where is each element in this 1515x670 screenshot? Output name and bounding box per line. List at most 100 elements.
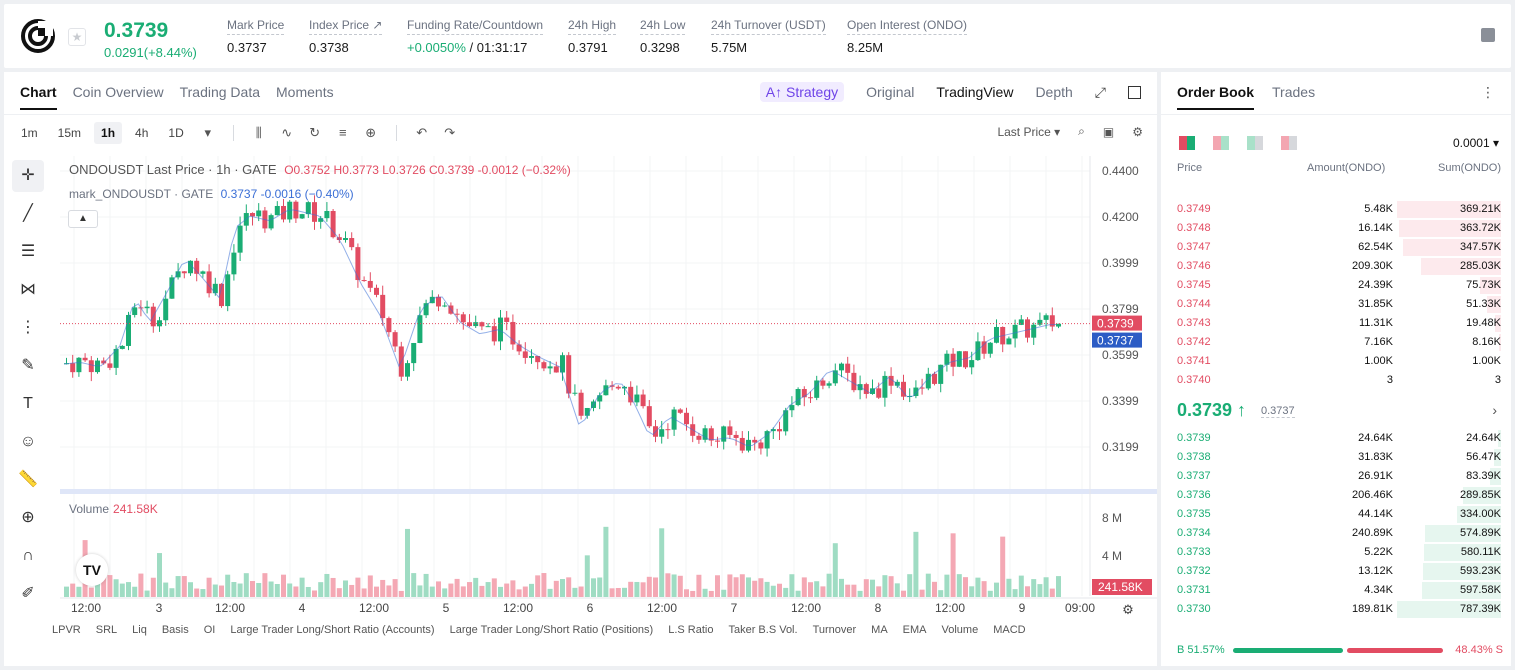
ask-row[interactable]: 0.3745 24.39K 75.73K xyxy=(1161,276,1511,295)
indicator-item[interactable]: Basis xyxy=(161,624,189,636)
expand-icon[interactable]: ⤢ xyxy=(1094,83,1106,100)
book-icon[interactable] xyxy=(1481,28,1495,42)
more-icon[interactable]: ⋮ xyxy=(1481,84,1495,100)
fullscreen-icon[interactable] xyxy=(1128,85,1141,99)
tab-depth[interactable]: Depth xyxy=(1035,84,1073,100)
bid-row[interactable]: 0.3730 189.81K 787.39K xyxy=(1161,600,1511,619)
timeframe-1h[interactable]: 1h xyxy=(94,122,123,144)
indicator-item[interactable]: MA xyxy=(871,624,888,636)
indicator-item[interactable]: SRL xyxy=(95,624,118,636)
emoji-icon[interactable]: ☺ xyxy=(19,433,37,450)
bid-row[interactable]: 0.3731 4.34K 597.58K xyxy=(1161,581,1511,600)
view-both-icon[interactable] xyxy=(1179,136,1195,150)
camera-icon[interactable]: ▣ xyxy=(1102,124,1115,139)
indicator-item[interactable]: Large Trader Long/Short Ratio (Accounts) xyxy=(230,624,435,636)
tab-original[interactable]: Original xyxy=(866,84,915,100)
ask-row[interactable]: 0.3747 62.54K 347.57K xyxy=(1161,238,1511,257)
tab-moments[interactable]: Moments xyxy=(276,84,334,100)
zoom-in-icon[interactable]: ⊕ xyxy=(21,509,35,526)
gear-icon[interactable]: ⚙ xyxy=(1132,124,1143,139)
undo-icon[interactable]: ↶ xyxy=(416,125,428,140)
magnet-icon[interactable]: ∩ xyxy=(22,547,34,564)
timeframe-4h[interactable]: 4h xyxy=(135,126,149,140)
row-amount: 7.16K xyxy=(1364,336,1393,348)
indicator-item[interactable]: L.S Ratio xyxy=(668,624,714,636)
candle-body xyxy=(510,321,516,345)
price-type-select[interactable]: Last Price ▾ xyxy=(997,124,1061,139)
ask-row[interactable]: 0.3744 31.85K 51.33K xyxy=(1161,295,1511,314)
crosshair-icon[interactable]: ✛ xyxy=(12,160,44,192)
bid-row[interactable]: 0.3734 240.89K 574.89K xyxy=(1161,524,1511,543)
indicator-item[interactable]: OI xyxy=(203,624,216,636)
indicators-icon[interactable]: ∿ xyxy=(281,125,293,140)
candle-body xyxy=(901,381,906,397)
bid-row[interactable]: 0.3736 206.46K 289.85K xyxy=(1161,486,1511,505)
volume-bar xyxy=(609,588,615,597)
bid-row[interactable]: 0.3735 44.14K 334.00K xyxy=(1161,505,1511,524)
tab-chart[interactable]: Chart xyxy=(20,84,57,110)
candlestick-chart[interactable]: 0.4400 0.4200 0.3999 0.3799 0.3599 0.3399 0.31… xyxy=(60,156,1157,666)
pattern-icon[interactable]: ⋈ xyxy=(20,281,36,298)
ask-row[interactable]: 0.3743 11.31K 19.48K xyxy=(1161,314,1511,333)
candle-body xyxy=(194,260,200,274)
replay-icon[interactable]: ↻ xyxy=(309,125,321,140)
stat-label: Funding Rate/Countdown xyxy=(407,18,544,35)
bid-row[interactable]: 0.3737 26.91K 83.39K xyxy=(1161,467,1511,486)
pencil-lock-icon[interactable]: ✐ xyxy=(21,585,35,602)
tab-coin-overview[interactable]: Coin Overview xyxy=(72,84,164,100)
timeframe-1m[interactable]: 1m xyxy=(21,126,38,140)
ask-row[interactable]: 0.3741 1.00K 1.00K xyxy=(1161,352,1511,371)
tab-trades[interactable]: Trades xyxy=(1272,84,1316,100)
template-icon[interactable]: ≡ xyxy=(338,125,347,140)
precision-select[interactable]: 0.0001 ▾ xyxy=(1452,136,1499,150)
chevron-right-icon[interactable]: › xyxy=(1492,402,1497,418)
candle-type-icon[interactable]: ⫼ xyxy=(255,125,262,140)
tab-trading-data[interactable]: Trading Data xyxy=(179,84,261,100)
indicator-item[interactable]: LPVR xyxy=(52,624,81,636)
tab-tradingview[interactable]: TradingView xyxy=(936,84,1014,100)
brush-icon[interactable]: ✎ xyxy=(21,357,35,374)
volume-bar xyxy=(361,588,367,597)
redo-icon[interactable]: ↷ xyxy=(444,125,456,140)
candle-body xyxy=(981,341,987,354)
indicator-item[interactable]: Turnover xyxy=(812,624,857,636)
indicator-item[interactable]: Volume xyxy=(941,624,979,636)
indicator-item[interactable]: Liq xyxy=(132,624,147,636)
bid-row[interactable]: 0.3738 31.83K 56.47K xyxy=(1161,448,1511,467)
view-bids-icon[interactable] xyxy=(1213,136,1229,150)
favorite-star-icon[interactable]: ★ xyxy=(68,28,86,46)
volume-bar xyxy=(826,573,832,597)
volume-bar xyxy=(969,586,975,597)
fib-icon[interactable]: ⋮ xyxy=(20,319,36,336)
add-alert-icon[interactable]: ⊕ xyxy=(365,125,377,140)
trendline-icon[interactable]: ╱ xyxy=(23,205,33,222)
tab-order-book[interactable]: Order Book xyxy=(1177,84,1255,110)
text-tool-icon[interactable]: T xyxy=(23,395,33,412)
volume-bar xyxy=(913,531,919,597)
indicator-item[interactable]: Taker B.S Vol. xyxy=(728,624,798,636)
indicator-item[interactable]: MACD xyxy=(993,624,1026,636)
ruler-icon[interactable]: 📏 xyxy=(18,471,38,488)
candle-body xyxy=(876,388,882,398)
indicator-item[interactable]: EMA xyxy=(902,624,927,636)
ask-row[interactable]: 0.3748 16.14K 363.72K xyxy=(1161,219,1511,238)
timeframe-1d[interactable]: 1D xyxy=(168,126,184,140)
chevron-down-icon[interactable]: ▾ xyxy=(204,125,211,140)
ask-row[interactable]: 0.3742 7.16K 8.16K xyxy=(1161,333,1511,352)
legend-mark-symbol: mark_ONDOUSDT · GATE xyxy=(69,187,214,201)
bid-row[interactable]: 0.3733 5.22K 580.11K xyxy=(1161,543,1511,562)
ask-row[interactable]: 0.3740 3 3 xyxy=(1161,371,1511,390)
row-price: 0.3737 xyxy=(1177,470,1211,482)
horizontal-lines-icon[interactable]: ☰ xyxy=(20,243,36,260)
search-icon[interactable]: ⌕ xyxy=(1078,124,1085,138)
indicator-item[interactable]: Large Trader Long/Short Ratio (Positions… xyxy=(449,624,654,636)
bid-row[interactable]: 0.3739 24.64K 24.64K xyxy=(1161,429,1511,448)
view-asks-icon[interactable] xyxy=(1247,136,1263,150)
timeframe-15m[interactable]: 15m xyxy=(57,126,82,140)
strategy-button[interactable]: A↑ Strategy xyxy=(759,82,845,102)
ask-row[interactable]: 0.3746 209.30K 285.03K xyxy=(1161,257,1511,276)
collapse-legend-button[interactable]: ▲ xyxy=(68,210,98,228)
bid-row[interactable]: 0.3732 13.12K 593.23K xyxy=(1161,562,1511,581)
ask-row[interactable]: 0.3749 5.48K 369.21K xyxy=(1161,200,1511,219)
view-alt-icon[interactable] xyxy=(1281,136,1297,150)
